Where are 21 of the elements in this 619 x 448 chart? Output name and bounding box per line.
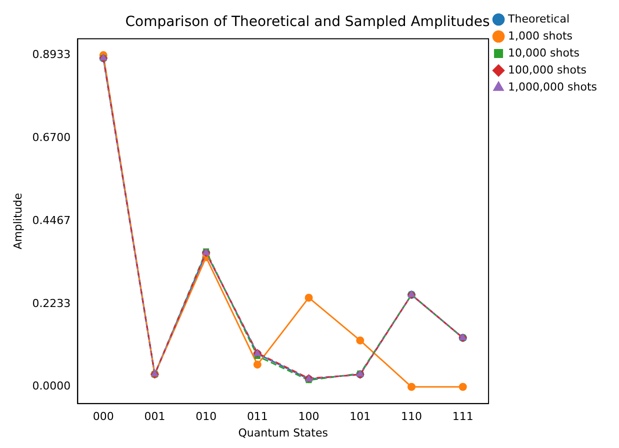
- y-tick-label: 0.8933: [32, 48, 71, 61]
- x-tick-label: 001: [144, 410, 166, 424]
- legend-label: 1,000 shots: [508, 29, 573, 42]
- y-tick-label: 0.0000: [32, 380, 71, 393]
- x-tick-label: 111: [452, 410, 474, 424]
- x-tick-label: 100: [298, 410, 320, 424]
- x-axis-title: Quantum States: [238, 426, 328, 440]
- y-tick-label: 0.6700: [32, 130, 71, 144]
- y-tick-label: 0.4467: [32, 214, 71, 227]
- x-tick-label: 101: [350, 410, 371, 424]
- legend-label: 1,000,000 shots: [508, 80, 598, 94]
- legend-label: 100,000 shots: [508, 63, 587, 76]
- x-tick-label: 000: [92, 410, 114, 424]
- y-tick-label: 0.2233: [32, 296, 71, 310]
- x-tick-label: 010: [196, 410, 217, 424]
- x-tick-label: 011: [246, 410, 268, 424]
- legend-label: 10,000 shots: [508, 46, 580, 60]
- x-tick-label: 110: [401, 410, 422, 424]
- y-axis-title: Amplitude: [11, 192, 24, 250]
- legend-label: Theoretical: [507, 12, 570, 26]
- chart-title: Comparison of Theoretical and Sampled Amplitudes: [125, 14, 490, 30]
